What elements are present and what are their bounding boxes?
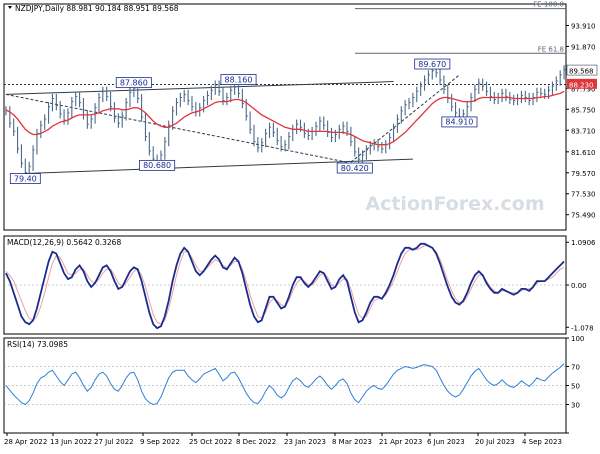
rsi-y-tick-label: 30: [571, 402, 580, 410]
price-y-tick-label: 81.610: [571, 149, 596, 157]
x-axis-tick-label: 28 Apr 2022: [4, 438, 47, 446]
price-annotation-box: [9, 173, 41, 184]
price-annotation-box: [220, 74, 257, 85]
x-axis-tick-label: 9 Sep 2022: [140, 438, 180, 446]
price-annotation-label: 80.680: [143, 161, 171, 170]
x-axis-tick-label: 6 Jun 2023: [427, 438, 465, 446]
macd-y-tick-label: 0.00: [571, 282, 587, 290]
x-axis-tick-label: 25 Oct 2022: [189, 438, 232, 446]
fibonacci-level-label: FE 61.8: [538, 45, 564, 53]
price-annotation-label: 89.670: [418, 60, 446, 69]
rsi-y-tick-label: 100: [571, 335, 584, 343]
x-axis-tick-label: 13 Jun 2022: [50, 438, 92, 446]
fibonacci-level-label: FE 100.0: [533, 1, 564, 9]
rsi-series-line: [5, 363, 565, 406]
x-axis-tick-label: 27 Jul 2022: [94, 438, 134, 446]
price-annotation-label: 80.420: [341, 164, 369, 173]
macd-y-tick-label: 1.0906: [571, 239, 596, 247]
macd-y-tick-label: -1.078: [571, 324, 594, 332]
price-y-tick-label: 79.570: [571, 170, 596, 178]
price-y-tick-label: 77.530: [571, 191, 596, 199]
watermark: ActionForex.com: [365, 193, 544, 215]
x-axis-tick-label: 21 Apr 2023: [379, 438, 422, 446]
price-annotation-box: [115, 77, 152, 89]
upper-channel-trendline: [5, 81, 394, 95]
price-annotation-box: [414, 58, 451, 70]
macd-title: MACD(12,26,9) 0.5642 0.3268: [7, 238, 121, 247]
rising-trendline-trendline: [350, 74, 460, 163]
x-axis-tick-label: 8 Dec 2022: [236, 438, 276, 446]
price-annotation-box: [139, 159, 176, 171]
price-y-tick-label: 75.490: [571, 212, 596, 220]
last-price-label: 89.568: [569, 68, 594, 76]
x-axis-tick-label: 20 Jul 2023: [475, 438, 515, 446]
price-y-tick-label: 91.870: [571, 43, 596, 51]
lower-channel-trendline: [25, 158, 413, 174]
moving-average-price-tag: [567, 78, 597, 89]
price-annotation-box: [441, 116, 478, 128]
price-y-tick-label: 87.790: [571, 85, 596, 93]
macd-series-macd: [5, 242, 565, 330]
price-annotation-label: 79.40: [14, 174, 37, 183]
falling-trendline-trendline: [5, 93, 348, 163]
price-y-tick-label: 83.710: [571, 127, 596, 135]
rsi-y-tick-label: 50: [571, 383, 580, 391]
panel-collapse-icon: [8, 6, 12, 9]
moving-average-line: [5, 90, 565, 146]
x-axis-tick-label: 8 Mar 2023: [332, 438, 372, 446]
price-annotation-label: 88.160: [224, 75, 252, 84]
price-chart-title: NZDJPY,Daily 88.981 90.184 88.951 89.568: [15, 4, 179, 13]
x-axis-tick-label: 23 Jan 2023: [284, 438, 326, 446]
price-y-tick-label: 93.910: [571, 22, 596, 30]
rsi-title: RSI(14) 73.0985: [7, 340, 68, 349]
price-annotation-box: [336, 162, 373, 174]
rsi-y-tick-label: 70: [571, 364, 580, 372]
moving-average-price-label: 88.230: [569, 81, 594, 89]
x-axis-tick-label: 4 Sep 2023: [522, 438, 562, 446]
price-annotation-label: 84.910: [445, 118, 473, 127]
price-annotation-label: 87.860: [120, 78, 148, 87]
price-y-tick-label: 85.750: [571, 106, 596, 114]
last-price-tag: [566, 64, 598, 76]
